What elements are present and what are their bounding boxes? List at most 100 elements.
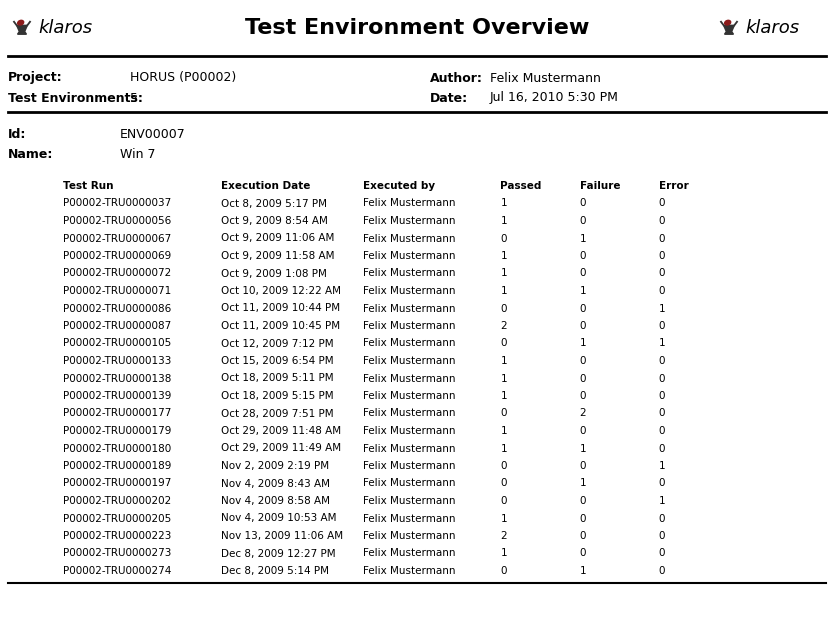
Text: 5: 5	[130, 91, 138, 104]
Text: 1: 1	[659, 304, 666, 313]
Text: Felix Mustermann: Felix Mustermann	[363, 339, 455, 349]
Text: 1: 1	[500, 216, 507, 226]
Text: P00002-TRU0000071: P00002-TRU0000071	[63, 286, 171, 296]
Text: Test Run: Test Run	[63, 181, 113, 191]
Text: P00002-TRU0000274: P00002-TRU0000274	[63, 566, 171, 576]
Text: P00002-TRU0000037: P00002-TRU0000037	[63, 199, 171, 209]
Text: P00002-TRU0000273: P00002-TRU0000273	[63, 549, 171, 558]
Text: P00002-TRU0000139: P00002-TRU0000139	[63, 391, 171, 401]
Text: 0: 0	[659, 199, 666, 209]
Text: 0: 0	[580, 531, 586, 541]
Text: 0: 0	[500, 496, 507, 506]
Text: 0: 0	[659, 566, 666, 576]
Text: P00002-TRU0000087: P00002-TRU0000087	[63, 321, 171, 331]
Text: 0: 0	[500, 566, 507, 576]
Text: Id:: Id:	[8, 128, 27, 141]
Text: P00002-TRU0000197: P00002-TRU0000197	[63, 479, 171, 489]
Text: 0: 0	[580, 373, 586, 384]
Text: Oct 15, 2009 6:54 PM: Oct 15, 2009 6:54 PM	[221, 356, 334, 366]
Text: Nov 2, 2009 2:19 PM: Nov 2, 2009 2:19 PM	[221, 461, 329, 471]
Text: 1: 1	[500, 549, 507, 558]
Text: P00002-TRU0000133: P00002-TRU0000133	[63, 356, 171, 366]
Text: Oct 29, 2009 11:48 AM: Oct 29, 2009 11:48 AM	[221, 426, 341, 436]
Text: 0: 0	[500, 304, 507, 313]
Text: Oct 11, 2009 10:44 PM: Oct 11, 2009 10:44 PM	[221, 304, 340, 313]
Text: 1: 1	[580, 339, 586, 349]
Text: 0: 0	[580, 496, 586, 506]
Text: 0: 0	[580, 426, 586, 436]
Text: Felix Mustermann: Felix Mustermann	[363, 251, 455, 261]
Text: 0: 0	[659, 549, 666, 558]
Text: 0: 0	[659, 408, 666, 418]
Ellipse shape	[725, 20, 731, 25]
Text: 0: 0	[659, 216, 666, 226]
Text: Failure: Failure	[580, 181, 620, 191]
Text: P00002-TRU0000202: P00002-TRU0000202	[63, 496, 171, 506]
Text: P00002-TRU0000138: P00002-TRU0000138	[63, 373, 171, 384]
Text: 0: 0	[659, 251, 666, 261]
Text: Oct 9, 2009 1:08 PM: Oct 9, 2009 1:08 PM	[221, 268, 327, 278]
Text: 1: 1	[500, 444, 507, 453]
Text: 1: 1	[500, 513, 507, 523]
Text: Name:: Name:	[8, 147, 53, 160]
Text: 2: 2	[580, 408, 586, 418]
Text: Felix Mustermann: Felix Mustermann	[363, 391, 455, 401]
Text: 0: 0	[500, 408, 507, 418]
Text: P00002-TRU0000180: P00002-TRU0000180	[63, 444, 171, 453]
Text: 0: 0	[580, 391, 586, 401]
Polygon shape	[724, 25, 734, 34]
Text: P00002-TRU0000105: P00002-TRU0000105	[63, 339, 171, 349]
Text: 0: 0	[659, 286, 666, 296]
Text: Felix Mustermann: Felix Mustermann	[363, 199, 455, 209]
Text: 1: 1	[580, 444, 586, 453]
Text: P00002-TRU0000069: P00002-TRU0000069	[63, 251, 171, 261]
Polygon shape	[17, 25, 28, 34]
Text: 0: 0	[580, 321, 586, 331]
Text: Oct 11, 2009 10:45 PM: Oct 11, 2009 10:45 PM	[221, 321, 340, 331]
Text: 1: 1	[659, 461, 666, 471]
Text: 0: 0	[580, 304, 586, 313]
Text: 1: 1	[500, 268, 507, 278]
Text: klaros: klaros	[745, 19, 799, 37]
Text: 1: 1	[580, 286, 586, 296]
Text: 1: 1	[580, 233, 586, 244]
Text: Felix Mustermann: Felix Mustermann	[363, 513, 455, 523]
Text: ENV00007: ENV00007	[120, 128, 186, 141]
Text: Author:: Author:	[430, 72, 483, 85]
Text: Felix Mustermann: Felix Mustermann	[363, 496, 455, 506]
Text: Oct 29, 2009 11:49 AM: Oct 29, 2009 11:49 AM	[221, 444, 341, 453]
Text: Dec 8, 2009 5:14 PM: Dec 8, 2009 5:14 PM	[221, 566, 329, 576]
Text: 0: 0	[659, 513, 666, 523]
Text: P00002-TRU0000072: P00002-TRU0000072	[63, 268, 171, 278]
Text: Test Environment Overview: Test Environment Overview	[245, 18, 589, 38]
Text: 0: 0	[580, 268, 586, 278]
Text: Oct 12, 2009 7:12 PM: Oct 12, 2009 7:12 PM	[221, 339, 334, 349]
Text: P00002-TRU0000067: P00002-TRU0000067	[63, 233, 171, 244]
Text: 1: 1	[500, 251, 507, 261]
Text: 0: 0	[500, 339, 507, 349]
Text: 1: 1	[659, 496, 666, 506]
Text: Felix Mustermann: Felix Mustermann	[363, 408, 455, 418]
Text: Felix Mustermann: Felix Mustermann	[363, 268, 455, 278]
Text: klaros: klaros	[38, 19, 92, 37]
Text: 0: 0	[500, 233, 507, 244]
Text: 1: 1	[580, 566, 586, 576]
Text: Error: Error	[659, 181, 689, 191]
Text: Nov 4, 2009 8:43 AM: Nov 4, 2009 8:43 AM	[221, 479, 330, 489]
Text: Executed by: Executed by	[363, 181, 435, 191]
Text: Project:: Project:	[8, 72, 63, 85]
Text: Felix Mustermann: Felix Mustermann	[363, 373, 455, 384]
Text: P00002-TRU0000179: P00002-TRU0000179	[63, 426, 171, 436]
Text: Date:: Date:	[430, 91, 468, 104]
Text: Execution Date: Execution Date	[221, 181, 310, 191]
Text: Felix Mustermann: Felix Mustermann	[363, 461, 455, 471]
Text: 2: 2	[500, 531, 507, 541]
Text: P00002-TRU0000056: P00002-TRU0000056	[63, 216, 171, 226]
Text: 0: 0	[500, 461, 507, 471]
Text: 0: 0	[659, 426, 666, 436]
Text: 1: 1	[500, 373, 507, 384]
Text: Oct 28, 2009 7:51 PM: Oct 28, 2009 7:51 PM	[221, 408, 334, 418]
Text: 1: 1	[500, 356, 507, 366]
Text: Nov 13, 2009 11:06 AM: Nov 13, 2009 11:06 AM	[221, 531, 343, 541]
Text: Nov 4, 2009 10:53 AM: Nov 4, 2009 10:53 AM	[221, 513, 336, 523]
